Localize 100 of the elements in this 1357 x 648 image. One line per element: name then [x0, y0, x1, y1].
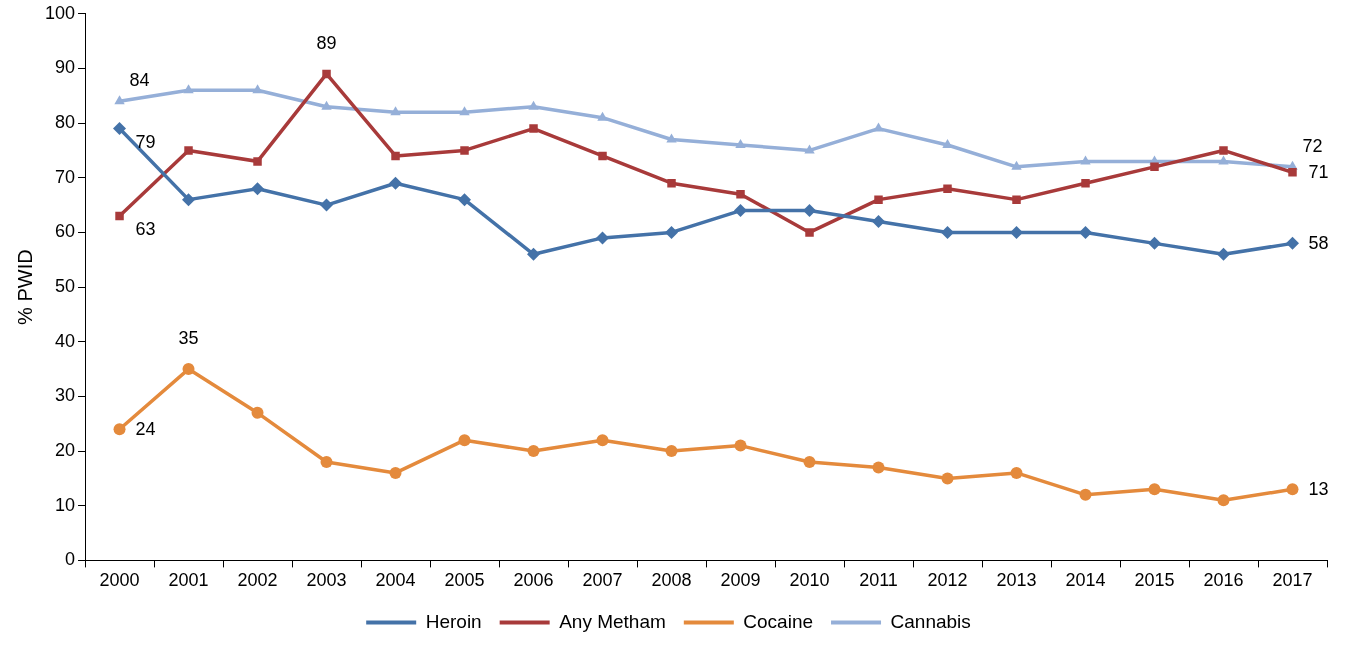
point: [252, 84, 263, 94]
point: [872, 215, 886, 229]
point: [390, 106, 401, 116]
y-tick-label: 100: [44, 2, 76, 23]
legend-label: Cannabis: [890, 610, 971, 632]
point: [322, 69, 331, 79]
point: [805, 228, 814, 237]
point: [1148, 483, 1161, 496]
point: [182, 193, 196, 207]
data-label: 35: [178, 328, 199, 349]
point: [1011, 160, 1022, 170]
data-label: 13: [1308, 479, 1329, 500]
y-tick-label: 10: [55, 494, 76, 515]
point: [734, 204, 748, 218]
y-tick-label: 80: [55, 112, 76, 133]
point: [596, 231, 610, 245]
point: [943, 184, 952, 193]
point: [1286, 483, 1299, 496]
data-label: 89: [316, 32, 337, 53]
x-tick-label: 2004: [375, 570, 416, 591]
x-tick-label: 2001: [168, 570, 209, 591]
point: [1079, 225, 1093, 239]
y-tick-label: 50: [55, 276, 76, 297]
x-tick-label: 2011: [859, 570, 898, 591]
x-tick-label: 2010: [789, 570, 830, 591]
point: [459, 106, 470, 116]
y-tick-label: 70: [55, 166, 76, 187]
x-tick-label: 2003: [306, 570, 347, 591]
y-tick-label: 40: [55, 330, 76, 351]
point: [941, 225, 955, 239]
point: [458, 193, 472, 207]
point: [803, 204, 817, 218]
data-label: 71: [1308, 162, 1329, 183]
point: [736, 189, 745, 199]
x-tick-label: 2005: [444, 570, 485, 591]
data-label: 79: [135, 131, 156, 152]
point: [251, 406, 264, 419]
point: [1288, 168, 1297, 177]
point: [803, 456, 816, 469]
point: [391, 151, 400, 161]
x-tick-label: 2000: [99, 570, 140, 591]
point: [1217, 494, 1230, 507]
x-tick-label: 2013: [996, 570, 1037, 591]
point: [251, 182, 265, 196]
x-tick-label: 2009: [720, 570, 761, 591]
point: [182, 363, 195, 376]
data-label: 84: [129, 70, 150, 91]
y-tick-label: 60: [55, 221, 76, 242]
point: [1080, 155, 1091, 165]
point: [183, 84, 194, 94]
point: [529, 124, 538, 133]
x-tick-label: 2015: [1134, 570, 1175, 591]
point: [1079, 488, 1092, 501]
point: [458, 434, 471, 447]
point: [528, 100, 539, 110]
x-tick-label: 2017: [1272, 570, 1313, 591]
point: [389, 176, 403, 190]
point: [665, 445, 678, 458]
point: [253, 157, 262, 166]
point: [667, 179, 676, 188]
point: [598, 151, 607, 161]
x-tick-label: 2002: [237, 570, 278, 591]
legend-label: Cocaine: [743, 610, 814, 632]
point: [1286, 236, 1299, 250]
point: [320, 456, 333, 469]
point: [1150, 162, 1159, 172]
point: [527, 247, 541, 261]
point: [113, 423, 126, 436]
y-tick-label: 0: [65, 549, 76, 570]
point: [596, 434, 609, 447]
data-label: 24: [135, 419, 156, 440]
point: [1012, 195, 1021, 204]
point: [597, 111, 608, 121]
y-tick-label: 20: [55, 440, 76, 461]
point: [115, 211, 124, 221]
point: [460, 146, 469, 155]
point: [1218, 155, 1229, 165]
point: [735, 138, 746, 148]
point: [1217, 247, 1230, 261]
legend-label: Heroin: [425, 610, 482, 632]
point: [1219, 146, 1228, 155]
point: [666, 133, 677, 143]
point: [734, 439, 747, 452]
point: [804, 144, 815, 154]
point: [665, 225, 679, 239]
point: [1148, 236, 1161, 250]
point: [873, 122, 884, 132]
legend-label: Any Metham: [559, 610, 666, 632]
y-tick-label: 90: [55, 57, 76, 78]
point: [941, 472, 954, 485]
point: [114, 95, 125, 105]
point: [321, 100, 332, 110]
point: [1081, 179, 1090, 188]
y-tick-label: 30: [55, 385, 76, 406]
point: [872, 461, 885, 474]
x-tick-label: 2008: [651, 570, 692, 591]
point: [874, 195, 883, 204]
point: [184, 146, 193, 155]
x-tick-label: 2014: [1065, 570, 1106, 591]
y-axis-title: % PWID: [13, 249, 36, 325]
